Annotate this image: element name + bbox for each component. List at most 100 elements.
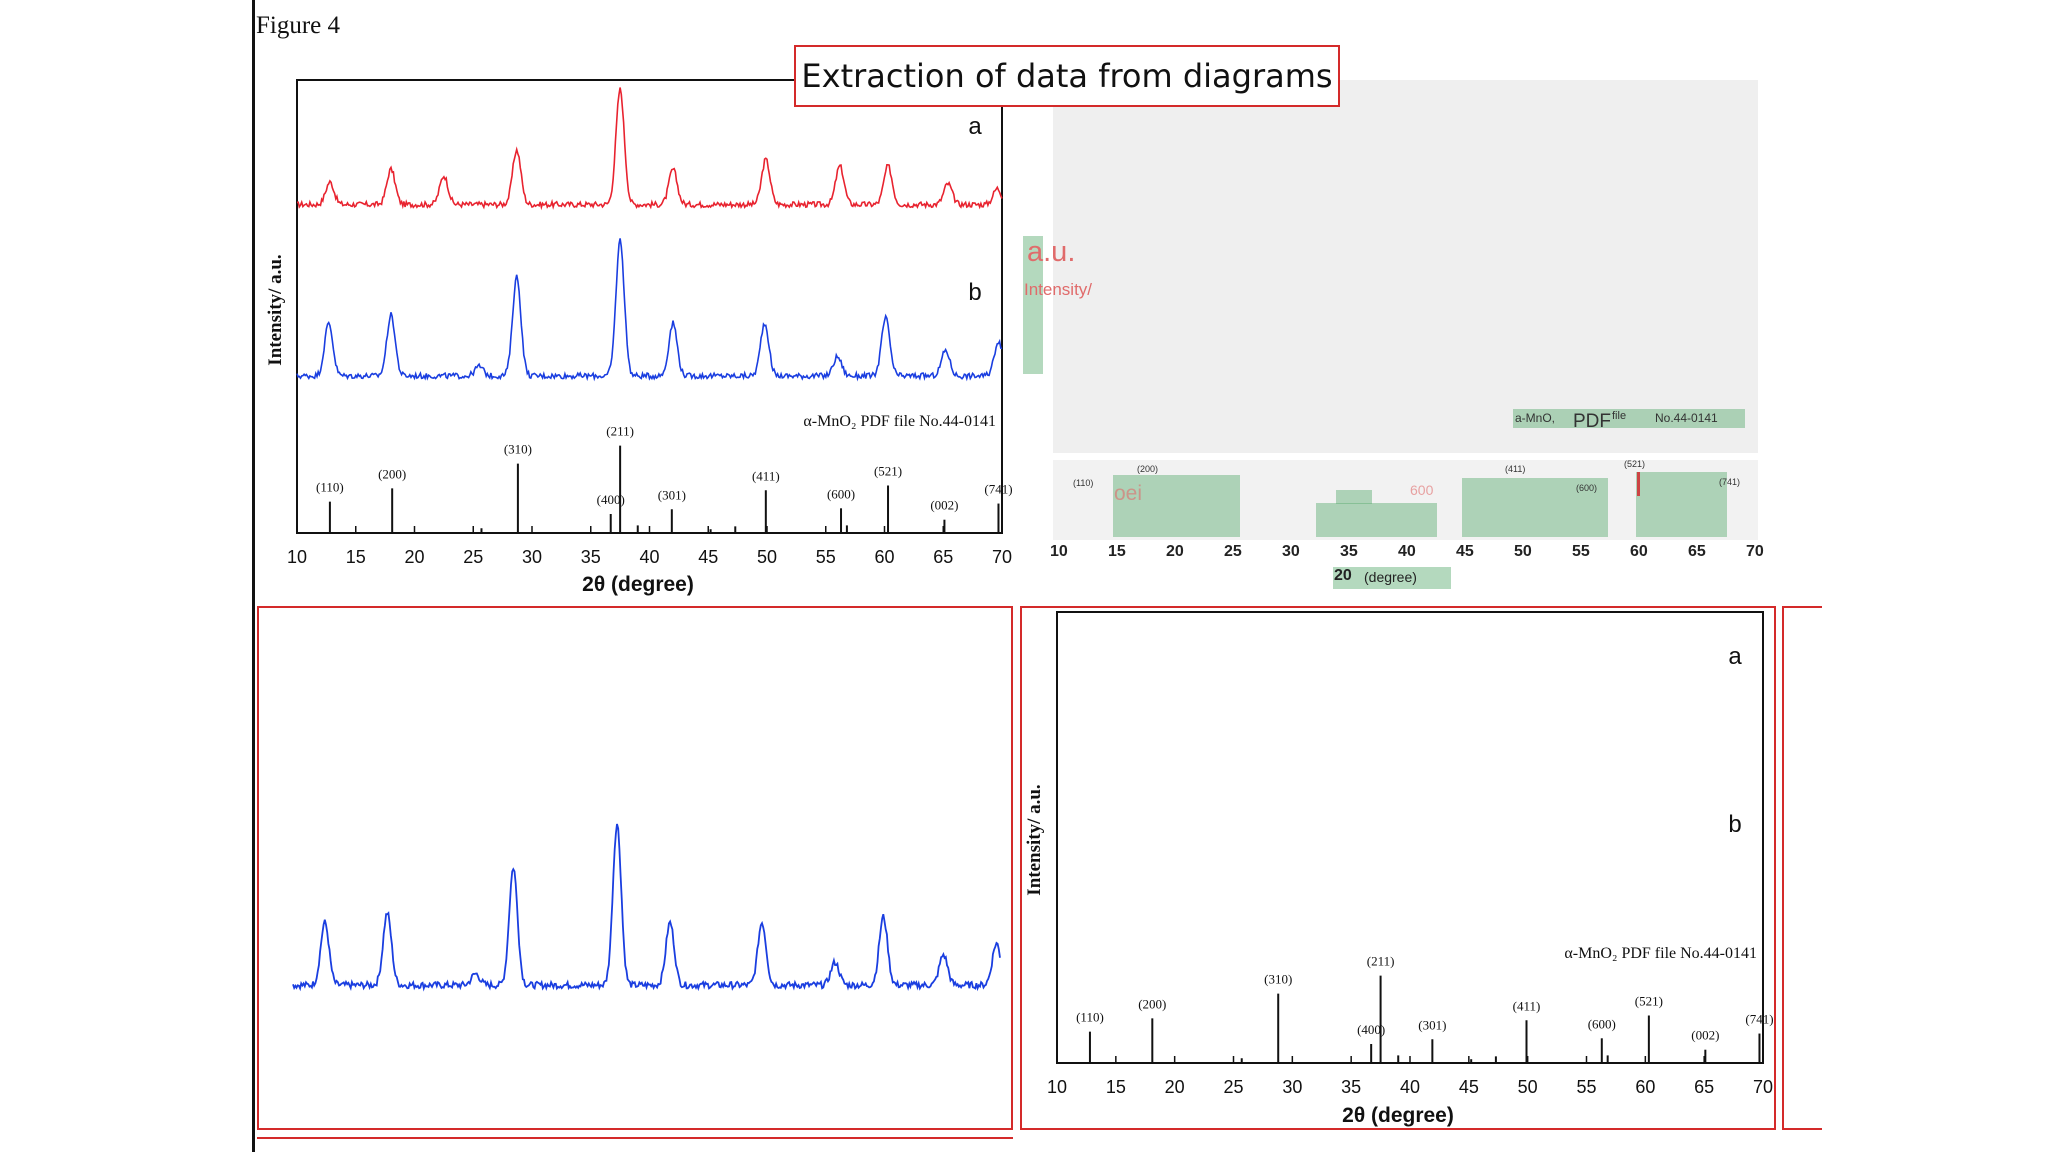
x-tick-label: 20 bbox=[404, 547, 424, 567]
x-tick-label: 70 bbox=[1753, 1077, 1773, 1097]
x-tick-label: 30 bbox=[522, 547, 542, 567]
reference-stick-label: (211) bbox=[1367, 954, 1395, 969]
x-tick-label: 10 bbox=[1047, 1077, 1067, 1097]
extracted-reference-chart: 10 15 20 25 30 35 40 45 50 55 60 65 70 2θ (degree) Int… bbox=[1024, 611, 1774, 1127]
ocr-box-2 bbox=[1316, 503, 1437, 537]
reference-stick-label: (521) bbox=[1635, 994, 1663, 1009]
x-tick-label: 25 bbox=[1223, 1077, 1243, 1097]
reference-stick-label: (310) bbox=[504, 442, 532, 457]
reference-stick-label: (521) bbox=[874, 464, 902, 479]
y-axis-label: Intensity/ a.u. bbox=[1024, 784, 1045, 895]
x-tick-label: 40 bbox=[1400, 1077, 1420, 1097]
ocr-box-1 bbox=[1113, 475, 1240, 537]
reference-stick-label: (741) bbox=[984, 482, 1012, 497]
x-tick-label: 30 bbox=[1282, 1077, 1302, 1097]
x-tick-label: 20 bbox=[1165, 1077, 1185, 1097]
ocr-xtick-label: 40 bbox=[1398, 543, 1416, 560]
bottom-frame-edge bbox=[257, 1137, 1013, 1139]
ocr-xtick-label: 15 bbox=[1108, 543, 1126, 560]
x-tick-label: 15 bbox=[1106, 1077, 1126, 1097]
ocr-xlabel-box bbox=[1333, 567, 1451, 589]
reference-stick-label: (301) bbox=[1418, 1017, 1446, 1032]
ocr-ylabel-bottom: Intensity/ bbox=[1024, 280, 1093, 299]
x-tick-label: 65 bbox=[1694, 1077, 1714, 1097]
x-tick-label: 70 bbox=[992, 547, 1012, 567]
ocr-xtick-label: 30 bbox=[1282, 543, 1300, 560]
ocr-xtick-label: 50 bbox=[1514, 543, 1532, 560]
series-label-a: a bbox=[1728, 643, 1742, 670]
ocr-ref-part1: a-MnO, bbox=[1515, 411, 1556, 425]
ocr-peak-600: (600) bbox=[1576, 483, 1598, 493]
reference-stick-label: (200) bbox=[1138, 996, 1166, 1011]
x-tick-label: 45 bbox=[1459, 1077, 1479, 1097]
x-tick-label: 65 bbox=[933, 547, 953, 567]
series-line-b bbox=[296, 238, 1003, 382]
x-axis-label: 2θ (degree) bbox=[1342, 1104, 1454, 1127]
x-tick-label: 35 bbox=[1341, 1077, 1361, 1097]
reference-legend: α-MnO₂ PDF file No.44-0141 bbox=[1564, 945, 1757, 962]
ocr-xtick-label: 45 bbox=[1456, 543, 1474, 560]
reference-stick-label: (301) bbox=[658, 487, 686, 502]
ocr-ref-part2: PDF bbox=[1573, 411, 1611, 432]
x-tick-label: 15 bbox=[346, 547, 366, 567]
ocr-xtick-label: 60 bbox=[1630, 543, 1648, 560]
y-axis-label: Intensity/ a.u. bbox=[265, 254, 286, 365]
ocr-peak-200: (200) bbox=[1137, 464, 1159, 474]
ocr-box-5 bbox=[1636, 472, 1727, 537]
reference-stick-label: (741) bbox=[1745, 1012, 1773, 1027]
x-tick-label: 35 bbox=[581, 547, 601, 567]
ocr-ref-box bbox=[1513, 409, 1745, 428]
series-line-a bbox=[296, 87, 1003, 211]
x-tick-label: 40 bbox=[639, 547, 659, 567]
x-tick-label: 60 bbox=[1635, 1077, 1655, 1097]
xrd-chart-original: 10 15 20 25 30 35 40 45 50 55 60 65 70 2θ (degree) Int… bbox=[265, 79, 1013, 596]
extracted-reference-frame bbox=[1020, 606, 1776, 1130]
reference-stick-label: (600) bbox=[827, 486, 855, 501]
series-label-a: a bbox=[968, 113, 982, 140]
ocr-plot-area bbox=[1053, 80, 1758, 453]
ocr-xtick-label: 25 bbox=[1224, 543, 1242, 560]
ocr-ref-part3: file bbox=[1612, 410, 1627, 422]
reference-stick-label: (211) bbox=[606, 424, 634, 439]
figure-label: Figure 4 bbox=[256, 12, 341, 39]
ocr-ghost-b: 600 bbox=[1410, 482, 1434, 498]
reference-stick-label: (411) bbox=[1513, 998, 1541, 1013]
series-label-b: b bbox=[968, 279, 981, 306]
extracted-curve-frame bbox=[257, 606, 1013, 1130]
series-label-b: b bbox=[1728, 811, 1741, 838]
figure-left-rule bbox=[252, 0, 255, 1152]
reference-stick-label: (600) bbox=[1588, 1016, 1616, 1031]
ocr-xlabel-part-a: 20 bbox=[1334, 567, 1352, 584]
ocr-xtick-label: 20 bbox=[1166, 543, 1184, 560]
x-tick-label: 55 bbox=[816, 547, 836, 567]
x-tick-label: 50 bbox=[757, 547, 777, 567]
x-axis-label: 2θ (degree) bbox=[582, 573, 694, 596]
reference-stick-label: (002) bbox=[1691, 1028, 1719, 1043]
reference-stick-label: (310) bbox=[1264, 972, 1292, 987]
reference-stick-label: (110) bbox=[1076, 1010, 1104, 1025]
ocr-peak-411: (411) bbox=[1505, 464, 1526, 474]
x-tick-label: 45 bbox=[698, 547, 718, 567]
ocr-stick-strip bbox=[1053, 460, 1758, 540]
ocr-peak-741: (741) bbox=[1719, 477, 1741, 487]
x-tick-label: 50 bbox=[1518, 1077, 1538, 1097]
ocr-xlabel-part-b: (degree) bbox=[1364, 569, 1417, 585]
reference-stick-label: (002) bbox=[930, 498, 958, 513]
x-tick-label: 25 bbox=[463, 547, 483, 567]
reference-stick-label: (411) bbox=[752, 468, 780, 483]
ocr-stick-mark bbox=[1637, 472, 1640, 496]
ocr-xtick-label: 10 bbox=[1050, 543, 1068, 560]
ocr-ylabel-box bbox=[1023, 236, 1043, 374]
ocr-xtick-label: 65 bbox=[1688, 543, 1706, 560]
ocr-box-4 bbox=[1462, 478, 1608, 537]
x-tick-label: 55 bbox=[1576, 1077, 1596, 1097]
extra-frame-edge bbox=[1782, 606, 1822, 1130]
x-tick-label: 10 bbox=[287, 547, 307, 567]
ocr-peak-110: (110) bbox=[1073, 478, 1094, 488]
extracted-curve-chart bbox=[292, 823, 1001, 992]
ocr-box-3 bbox=[1336, 490, 1372, 504]
reference-stick-label: (400) bbox=[1357, 1022, 1385, 1037]
ocr-xtick-label: 70 bbox=[1746, 543, 1764, 560]
ocr-ref-part4: No.44-0141 bbox=[1655, 411, 1718, 425]
